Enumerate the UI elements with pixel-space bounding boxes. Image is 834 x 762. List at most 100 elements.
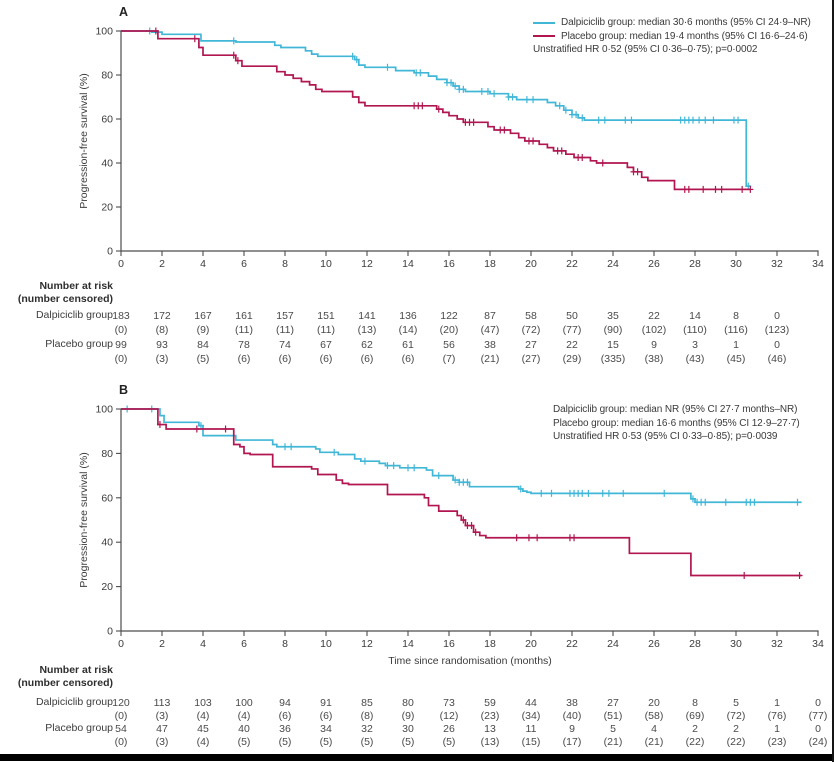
at-risk-value: 167 [194,310,212,322]
censored-value: (12) [439,710,459,722]
at-risk-value: 87 [484,310,496,322]
at-risk-value: 14 [689,310,701,322]
censored-value: (69) [685,710,705,722]
x-tick-label: 28 [689,258,701,270]
at-risk-value: 120 [112,697,130,709]
legend-entry-dalpiciclib: Dalpiciclib group: median NR (95% CI 27·… [553,403,800,417]
y-tick-label: 80 [101,448,113,460]
at-risk-value: 13 [484,723,496,735]
censored-value: (0) [114,324,128,336]
at-risk-value: 100 [235,697,253,709]
x-axis-label: Time since randomisation (months) [388,655,552,667]
censored-value: (76) [767,710,787,722]
censored-value: (11) [235,324,253,336]
censored-value: (90) [603,324,623,336]
at-risk-value: 136 [399,310,417,322]
at-risk-value: 103 [194,697,212,709]
at-risk-value: 56 [443,339,455,351]
x-tick-label: 8 [282,638,288,650]
placebo-survival-curve [121,30,751,191]
dalpiciclib-survival-curve [121,408,802,504]
censored-value: (0) [114,736,128,748]
censored-value: (6) [278,353,292,365]
censored-value: (14) [398,324,418,336]
x-tick-label: 0 [118,638,124,650]
censored-value: (6) [319,710,333,722]
at-risk-value: 27 [525,339,537,351]
at-risk-value: 172 [153,310,171,322]
placebo-survival-curve [121,408,802,577]
censored-value: (23) [480,710,500,722]
y-tick-label: 0 [107,246,113,258]
censored-value: (5) [360,736,374,748]
at-risk-value: 0 [774,310,780,322]
censored-value: (3) [155,353,169,365]
censored-value: (45) [726,353,746,365]
at-risk-value: 161 [235,310,253,322]
x-tick-label: 12 [361,258,373,270]
censored-value: (3) [155,736,169,748]
censored-value: (47) [480,324,500,336]
censored-value: (5) [319,736,333,748]
x-tick-label: 22 [566,258,578,270]
censored-value: (23) [767,736,787,748]
panel-b-label: B [119,383,129,397]
censored-value: (335) [600,353,626,365]
y-tick-label: 40 [101,158,113,170]
at-risk-value: 84 [197,339,209,351]
panel-b-legend: Dalpiciclib group: median NR (95% CI 27·… [553,403,800,444]
censored-value: (72) [521,324,541,336]
y-tick-label: 40 [101,537,113,549]
censored-value: (3) [155,710,169,722]
censored-value: (5) [401,736,415,748]
at-risk-value: 141 [358,310,376,322]
censored-value: (77) [808,710,828,722]
x-tick-label: 20 [525,638,537,650]
at-risk-value: 32 [361,723,373,735]
x-tick-label: 12 [361,638,373,650]
censored-value: (21) [480,353,500,365]
censored-value: (43) [685,353,705,365]
censored-value: (46) [767,353,787,365]
at-risk-value: 58 [525,310,537,322]
censored-value: (29) [562,353,582,365]
at-risk-value: 1 [774,723,780,735]
at-risk-value: 45 [197,723,209,735]
censored-value: (58) [644,710,664,722]
x-tick-label: 20 [525,258,537,270]
censored-value: (22) [685,736,705,748]
censored-value: (5) [237,736,251,748]
panel-b-row-label-placebo: Placebo group [45,722,113,734]
legend-text: Dalpiciclib group: median 30·6 months (9… [561,17,811,28]
at-risk-value: 38 [484,339,496,351]
legend-text: Placebo group: median 19·4 months (95% C… [561,30,808,42]
legend-text: Dalpiciclib group: median NR (95% CI 27·… [553,404,798,415]
at-risk-value: 44 [525,697,537,709]
at-risk-value: 2 [692,723,698,735]
at-risk-value: 0 [815,697,821,709]
at-risk-value: 9 [651,339,657,351]
censored-value: (27) [521,353,541,365]
panel-a-risk-header: Number at risk [39,280,113,292]
right-edge-rule [832,0,834,762]
censored-value: (8) [360,710,374,722]
at-risk-value: 151 [317,310,335,322]
censored-value: (21) [603,736,623,748]
at-risk-value: 5 [733,697,739,709]
x-tick-label: 0 [118,258,124,270]
at-risk-value: 0 [815,723,821,735]
at-risk-value: 35 [607,310,619,322]
at-risk-value: 0 [774,339,780,351]
at-risk-value: 5 [610,723,616,735]
x-tick-label: 16 [443,638,455,650]
at-risk-value: 94 [279,697,291,709]
at-risk-value: 8 [692,697,698,709]
at-risk-value: 1 [733,339,739,351]
y-tick-label: 60 [101,114,113,126]
at-risk-value: 15 [607,339,619,351]
at-risk-value: 4 [651,723,657,735]
at-risk-value: 11 [525,723,537,735]
at-risk-value: 113 [153,697,171,709]
at-risk-value: 99 [115,339,127,351]
panel-a-legend: Dalpiciclib group: median 30·6 months (9… [533,16,811,57]
